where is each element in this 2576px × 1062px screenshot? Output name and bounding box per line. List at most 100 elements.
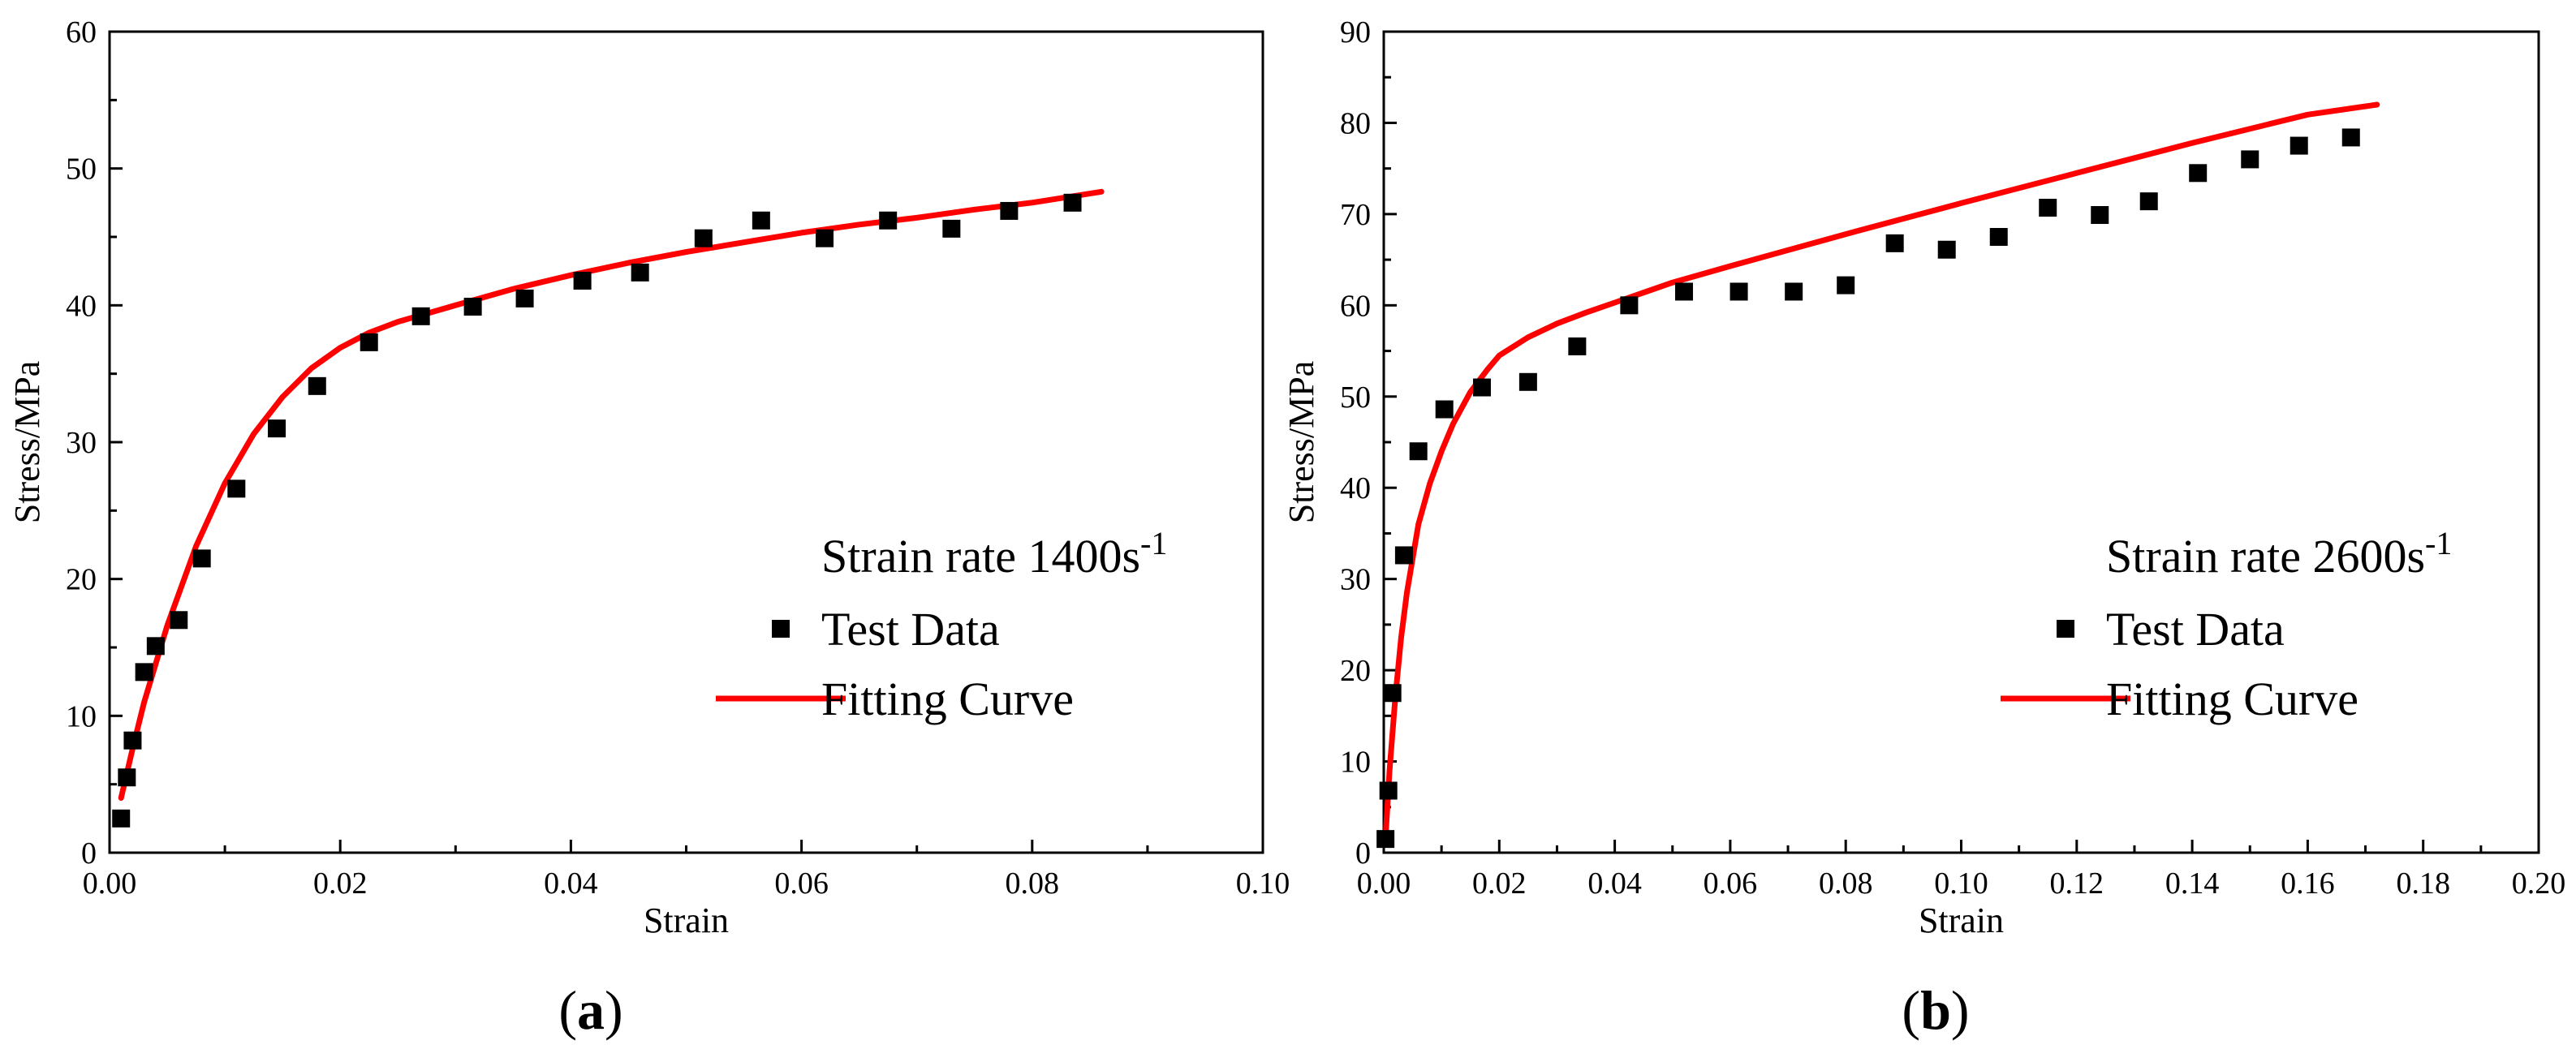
- test-data-point: [631, 263, 649, 282]
- y-tick-label: 70: [1340, 198, 1371, 232]
- plot-frame: [108, 30, 1264, 854]
- legend: Strain rate 1400s-1 Test Data Fitting Curv…: [716, 525, 1167, 725]
- x-tick-label: 0.06: [1704, 866, 1758, 901]
- y-axis-title: Stress/MPa: [1282, 361, 1321, 523]
- legend-entry-test-data: Test Data: [821, 603, 1000, 656]
- y-tick-label: 90: [1340, 15, 1371, 49]
- test-data-point: [2039, 199, 2057, 217]
- y-tick-label: 20: [66, 563, 97, 597]
- test-data-point: [1383, 684, 1402, 703]
- test-data-point: [2189, 164, 2208, 183]
- test-data-point: [694, 229, 713, 247]
- x-tick-label: 0.04: [544, 866, 598, 901]
- test-data-point: [170, 611, 188, 630]
- test-data-point: [1785, 282, 1803, 301]
- legend-entry-test-data: Test Data: [2106, 603, 2285, 656]
- y-tick-label: 60: [1340, 289, 1371, 323]
- x-tick-label: 0.18: [2396, 866, 2450, 901]
- test-data-point: [2091, 206, 2109, 225]
- test-data-point: [123, 731, 142, 750]
- y-tick-label: 50: [66, 153, 97, 187]
- test-data-point: [1885, 234, 1904, 252]
- y-tick-label: 0: [1355, 836, 1371, 871]
- x-axis-title: Strain: [1919, 901, 2004, 940]
- test-data-point: [1730, 282, 1748, 301]
- test-data-point: [135, 663, 153, 681]
- test-data-point: [1435, 400, 1454, 419]
- test-data-point: [1000, 201, 1019, 220]
- y-tick-label: 20: [1340, 654, 1371, 688]
- x-tick-label: 0.04: [1587, 866, 1642, 901]
- test-data-point: [1379, 781, 1398, 800]
- x-tick-label: 0.06: [774, 866, 829, 901]
- test-data-point: [308, 376, 326, 395]
- panel-label: (a): [558, 979, 622, 1041]
- x-axis-title: Strain: [644, 901, 729, 940]
- plot-frame: [1382, 30, 2540, 854]
- test-data-point: [192, 549, 211, 568]
- test-data-point: [1472, 378, 1491, 397]
- chart-panel-b: 0.00 0.02 0.04 0.06 0.08 0.10 0.12 0.14 0.16 0.18…: [1282, 15, 2565, 1041]
- test-data-point: [1568, 337, 1587, 355]
- test-data-point: [816, 229, 834, 247]
- x-tick-label: 0.10: [1236, 866, 1290, 901]
- y-tick-label: 40: [66, 289, 97, 323]
- test-data-point: [752, 211, 770, 230]
- test-data-point: [1063, 193, 1082, 212]
- x-tick-label: 0.02: [1472, 866, 1527, 901]
- test-data-point: [146, 637, 165, 656]
- test-data-point: [2290, 136, 2308, 155]
- test-data-point: [118, 768, 136, 787]
- test-data-point: [112, 809, 131, 828]
- y-tick-label: 50: [1340, 381, 1371, 415]
- legend-title: Strain rate 1400s-1: [821, 525, 1167, 583]
- test-data-point: [879, 211, 898, 230]
- fitting-curve-line: [1382, 101, 2380, 842]
- x-tick-label: 0.20: [2512, 866, 2566, 901]
- test-data-point: [2139, 192, 2158, 211]
- y-tick-label: 60: [66, 15, 97, 49]
- y-axis-title: Stress/MPa: [7, 361, 47, 523]
- legend-entry-fitting-curve: Fitting Curve: [821, 673, 1074, 725]
- legend-entry-fitting-curve: Fitting Curve: [2106, 673, 2358, 725]
- x-tick-label: 0.14: [2165, 866, 2220, 901]
- test-data-point: [1620, 296, 1639, 315]
- x-tick-label: 0.16: [2281, 866, 2335, 901]
- legend-marker-icon: [2057, 620, 2074, 638]
- test-data-point: [411, 307, 430, 325]
- legend: Strain rate 2600s-1 Test Data Fitting Curv…: [2001, 525, 2452, 725]
- x-tick-label: 0.00: [1357, 866, 1411, 901]
- test-data-point: [515, 289, 534, 307]
- x-tick-label: 0.08: [1006, 866, 1060, 901]
- test-data-point: [1376, 830, 1395, 849]
- test-data-point: [463, 298, 482, 316]
- test-data-point: [1837, 276, 1855, 295]
- y-tick-label: 30: [66, 426, 97, 460]
- x-tick-label: 0.08: [1819, 866, 1873, 901]
- panel-label: (b): [1902, 979, 1969, 1041]
- test-data-point: [227, 479, 246, 498]
- x-tick-label: 0.00: [83, 866, 137, 901]
- y-tick-label: 40: [1340, 471, 1371, 505]
- legend-title: Strain rate 2600s-1: [2106, 525, 2452, 583]
- legend-marker-icon: [772, 620, 790, 638]
- x-tick-label: 0.12: [2050, 866, 2104, 901]
- test-data-point: [1989, 228, 2008, 246]
- test-data-point: [360, 333, 378, 351]
- test-data-point: [942, 219, 961, 238]
- x-tick-label: 0.02: [313, 866, 368, 901]
- test-data-point: [1394, 546, 1413, 565]
- test-data-point: [1518, 372, 1537, 391]
- test-data-point: [1674, 282, 1693, 301]
- test-data-point: [1409, 442, 1428, 461]
- y-tick-label: 10: [1340, 746, 1371, 780]
- test-data-point: [1937, 240, 1956, 259]
- y-tick-label: 0: [81, 836, 97, 871]
- test-data-point: [2241, 150, 2259, 169]
- y-tick-label: 10: [66, 699, 97, 733]
- chart-panel-a: 0.00 0.02 0.04 0.06 0.08 0.10 0 10 20 30 40 50 60 Str…: [7, 15, 1290, 1041]
- test-data-point: [268, 419, 286, 438]
- test-data-point: [573, 271, 592, 290]
- y-tick-label: 30: [1340, 563, 1371, 597]
